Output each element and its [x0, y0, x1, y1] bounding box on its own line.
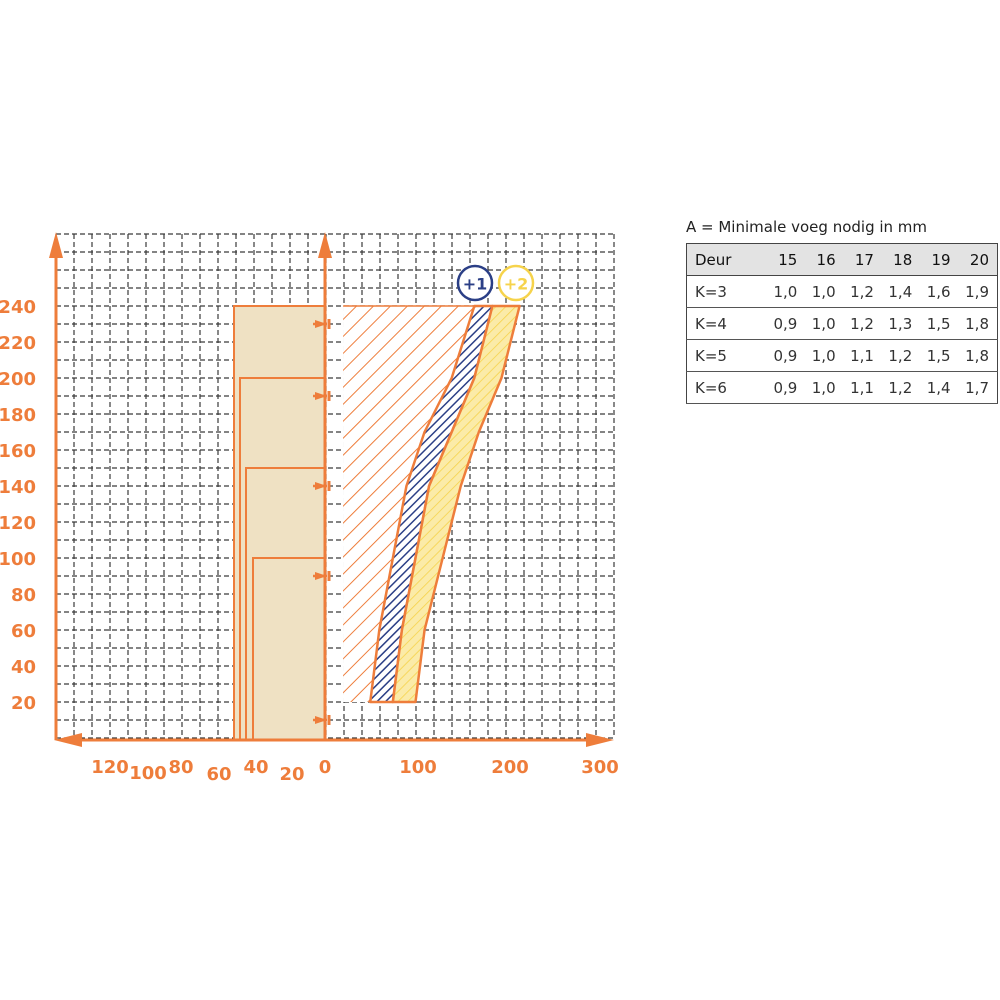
y-axis-left-arrowhead	[49, 232, 63, 258]
table-cell: 1,3	[881, 307, 921, 340]
badge-plus-1-label: +1	[463, 275, 488, 294]
table-cell: 0,9	[767, 307, 806, 340]
y-tick-label: 120	[0, 513, 36, 534]
header-cell: 15	[767, 243, 806, 276]
x-tick-label-left: 20	[279, 764, 304, 785]
table-cell: 1,0	[805, 307, 844, 340]
door-outline-150	[245, 467, 325, 740]
x-tick-label-right: 200	[491, 757, 529, 778]
min-gap-table: Deur 15 16 17 18 19 20 K=3 1,0 1,0 1,2 1…	[686, 243, 998, 404]
table-cell: 1,8	[958, 339, 998, 372]
table-cell: 1,0	[805, 275, 844, 308]
y-tick-label: 160	[0, 441, 36, 462]
table-row: K=3 1,0 1,0 1,2 1,4 1,6 1,9	[686, 275, 998, 308]
y-tick-label: 240	[0, 297, 36, 318]
table-cell: 1,1	[843, 339, 882, 372]
table-cell: 1,1	[843, 371, 882, 404]
axes	[49, 232, 614, 747]
badge-plus-2: +2	[497, 264, 535, 302]
dashed-grid	[55, 233, 616, 739]
door-thickness-region	[233, 305, 325, 740]
table-row: K=6 0,9 1,0 1,1 1,2 1,4 1,7	[686, 371, 998, 404]
table-cell: K=6	[686, 371, 767, 404]
y-tick-label: 100	[0, 549, 36, 570]
door-fill	[235, 306, 325, 740]
clearance-bands	[234, 304, 521, 704]
table-cell: 1,5	[920, 339, 959, 372]
table-cell: 1,6	[920, 275, 959, 308]
y-tick-label: 200	[0, 369, 36, 390]
x-axis-left-arrowhead	[54, 733, 82, 747]
table-cell: 1,8	[958, 307, 998, 340]
door-outline-200	[239, 377, 325, 740]
table-cell: 1,4	[881, 275, 921, 308]
x-axis-right-arrowhead	[586, 733, 614, 747]
table-cell: 1,7	[958, 371, 998, 404]
table-cell: 1,0	[805, 371, 844, 404]
table-cell: K=5	[686, 339, 767, 372]
table-cell: 1,2	[843, 275, 882, 308]
y-axis-center-arrowhead	[318, 232, 332, 258]
header-cell: 19	[920, 243, 959, 276]
badge-plus-1: +1	[456, 264, 494, 302]
table-cell: 1,9	[958, 275, 998, 308]
x-tick-label-left: 40	[243, 757, 268, 778]
table-row: K=5 0,9 1,0 1,1 1,2 1,5 1,8	[686, 339, 998, 372]
y-tick-label: 80	[11, 585, 36, 606]
header-cell: 18	[881, 243, 921, 276]
table-cell: 1,0	[805, 339, 844, 372]
y-tick-label: 20	[11, 693, 36, 714]
hatched-clearance-region	[343, 306, 475, 702]
table-cell: K=3	[686, 275, 767, 308]
x-tick-label-right: 300	[581, 757, 619, 778]
table-row: K=4 0,9 1,0 1,2 1,3 1,5 1,8	[686, 307, 998, 340]
x-tick-label-left: 80	[168, 757, 193, 778]
table-cell: 0,9	[767, 339, 806, 372]
header-cell: 16	[805, 243, 844, 276]
table-cell: 1,2	[881, 371, 921, 404]
header-cell: 20	[958, 243, 998, 276]
y-tick-label: 180	[0, 405, 36, 426]
x-tick-label-left: 120	[91, 757, 129, 778]
x-tick-label-left: 100	[129, 763, 167, 784]
x-tick-label-right: 100	[399, 757, 437, 778]
header-cell: Deur	[686, 243, 767, 276]
table-cell: 1,4	[920, 371, 959, 404]
table-cell: 0,9	[767, 371, 806, 404]
table-header-row: Deur 15 16 17 18 19 20	[686, 243, 998, 276]
header-cell: 17	[843, 243, 882, 276]
y-tick-label: 40	[11, 657, 36, 678]
y-tick-label: 140	[0, 477, 36, 498]
table-cell: 1,0	[767, 275, 806, 308]
y-tick-label: 220	[0, 333, 36, 354]
badge-plus-2-label: +2	[504, 275, 529, 294]
arrow-markers	[313, 319, 331, 725]
y-tick-label: 60	[11, 621, 36, 642]
x-tick-label-left: 60	[206, 764, 231, 785]
table-cell: K=4	[686, 307, 767, 340]
x-tick-label-left: 0	[319, 757, 332, 778]
table-cell: 1,2	[843, 307, 882, 340]
door-outline-100	[252, 557, 325, 740]
table-title: A = Minimale voeg nodig in mm	[686, 218, 928, 236]
table-cell: 1,2	[881, 339, 921, 372]
table-cell: 1,5	[920, 307, 959, 340]
